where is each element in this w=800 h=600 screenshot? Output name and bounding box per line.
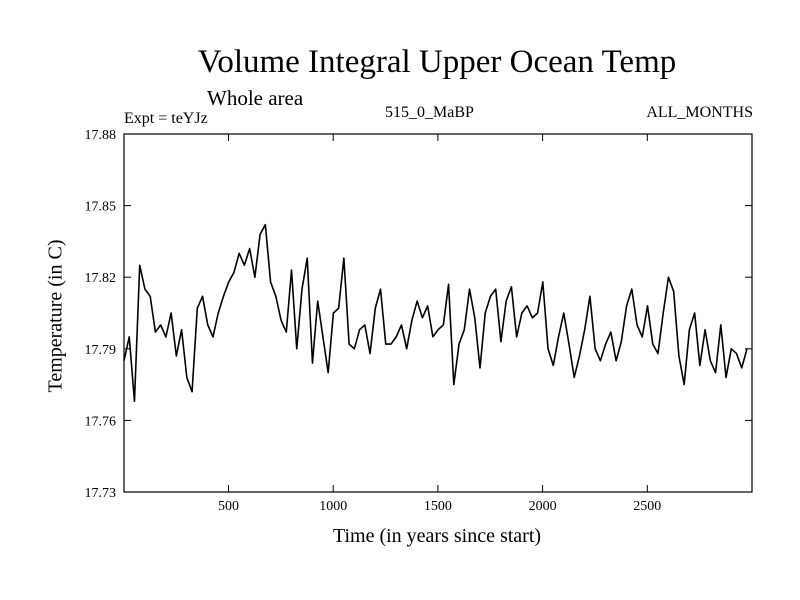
series-line-0 (123, 223, 748, 403)
months-label: ALL_MONTHS (646, 104, 753, 121)
experiment-label: Expt = teYJz (124, 110, 208, 127)
series-layer (123, 223, 748, 403)
x-tick-label-1500: 1500 (424, 499, 452, 514)
x-tick-label-2000: 2000 (529, 499, 557, 514)
x-tick-label-1000: 1000 (319, 499, 347, 514)
y-tick-label-5: 17.88 (85, 128, 117, 143)
y-tick-label-3: 17.82 (85, 271, 117, 286)
chart-title: Volume Integral Upper Ocean Temp (197, 44, 677, 80)
period-label: 515_0_MaBP (385, 104, 474, 121)
x-axis-label: Time (in years since start) (332, 525, 542, 547)
y-tick-label-2: 17.79 (85, 343, 117, 358)
y-tick-label-0: 17.73 (85, 486, 117, 501)
y-tick-label-1: 17.76 (85, 414, 117, 429)
ticks-layer: 500 1000 1500 2000 2500 17.73 17.76 17.79 17.82 1… (85, 128, 752, 514)
x-tick-label-2500: 2500 (633, 499, 661, 514)
x-tick-label-500: 500 (218, 499, 239, 514)
chart-subtitle: Whole area (207, 86, 304, 110)
y-tick-label-4: 17.85 (85, 200, 117, 215)
